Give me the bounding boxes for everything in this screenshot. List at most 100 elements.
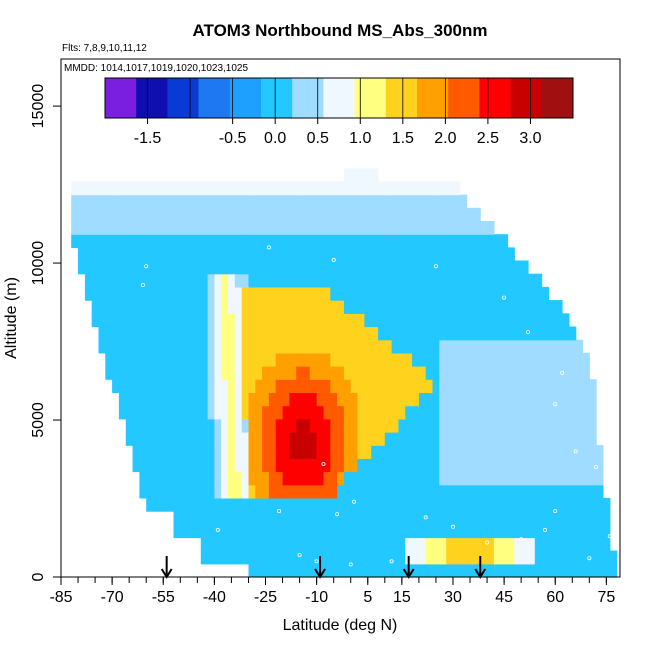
heatmap-cell [364,339,372,354]
heatmap-cell [255,458,263,473]
heatmap-cell [480,352,488,367]
heatmap-cell [343,313,352,328]
heatmap-cell [91,260,100,275]
heatmap-cell [487,537,495,552]
heatmap-cell [193,339,202,354]
heatmap-cell [555,418,563,433]
heatmap-cell [418,537,427,552]
heatmap-cell [589,432,597,446]
heatmap-cell [493,497,502,512]
heatmap-cell [562,445,570,459]
heatmap-cell [412,392,420,407]
heatmap-cell [425,286,434,301]
heatmap-cell [316,392,324,407]
heatmap-cell [125,352,134,367]
heatmap-cell [521,418,529,433]
sample-point [573,449,578,454]
heatmap-cell [228,511,236,525]
heatmap-cell [357,537,365,552]
heatmap-cell [296,432,304,446]
heatmap-cell [466,550,474,565]
heatmap-cell [207,194,215,209]
heatmap-cell [473,221,481,235]
heatmap-cell [303,339,311,354]
heatmap-cell [446,260,454,275]
heatmap-cell [555,405,563,420]
heatmap-cell [91,300,100,314]
heatmap-cell [234,458,243,473]
colorbar-segment [136,78,168,118]
colorbar-tick-label: -1.5 [134,130,162,147]
heatmap-cell [112,181,120,196]
heatmap-cell [412,339,420,354]
heatmap-cell [289,445,297,459]
sample-point [433,264,438,269]
heatmap-cell [562,497,570,512]
heatmap-cell [425,392,434,407]
heatmap-cell [378,484,386,499]
heatmap-cell [275,379,284,393]
heatmap-cell [337,524,345,539]
heatmap-cell [275,511,284,525]
heatmap-cell [173,207,181,222]
heatmap-cell [534,418,543,433]
heatmap-cell [146,484,154,499]
heatmap-cell [173,445,181,459]
heatmap-cell [84,273,93,288]
heatmap-cell [398,234,406,248]
heatmap-cell [418,273,427,288]
heatmap-cell [418,181,427,196]
heatmap-cell [78,260,86,275]
heatmap-cell [480,537,488,552]
heatmap-cell [548,458,556,473]
heatmap-cell [480,273,488,288]
heatmap-cell [384,286,393,301]
heatmap-cell [548,497,556,512]
heatmap-cell [425,273,434,288]
colorbar-segment [292,78,324,118]
heatmap-cell [214,339,222,354]
x-tick-label: -70 [101,589,124,606]
heatmap-cell [112,221,120,235]
heatmap-cell [146,207,154,222]
heatmap-cell [262,326,270,341]
heatmap-cell [405,181,413,196]
heatmap-cell [412,352,420,367]
heatmap-cell [173,339,181,354]
heatmap-cell [405,221,413,235]
heatmap-cell [432,511,440,525]
heatmap-cell [275,313,284,328]
heatmap-cell [364,234,372,248]
x-tick-label: 60 [546,589,564,606]
heatmap-cell [166,445,175,459]
heatmap-cell [207,432,215,446]
heatmap-cell [337,221,345,235]
heatmap-cell [262,286,270,301]
heatmap-cell [91,207,100,222]
heatmap-cell [303,313,311,328]
heatmap-cell [459,537,468,552]
heatmap-cell [78,247,86,262]
heatmap-cell [507,286,515,301]
heatmap-cell [337,181,345,196]
heatmap-cell [412,181,420,196]
heatmap-cell [125,379,134,393]
heatmap-cell [418,471,427,486]
heatmap-cell [118,247,127,262]
heatmap-cell [323,300,331,314]
colorbar-segment [479,78,511,118]
heatmap-cell [378,550,386,565]
heatmap-cell [514,484,522,499]
heatmap-cell [398,273,406,288]
heatmap-cell [514,326,522,341]
heatmap-cell [316,339,324,354]
heatmap-cell [146,326,154,341]
heatmap-cell [412,300,420,314]
heatmap-cell [575,484,584,499]
heatmap-cell [493,273,502,288]
heatmap-cell [528,339,536,354]
heatmap-cell [200,458,209,473]
heatmap-cell [589,563,597,578]
sample-point [594,465,599,470]
colorbar-tick-label: 3.0 [519,130,541,147]
